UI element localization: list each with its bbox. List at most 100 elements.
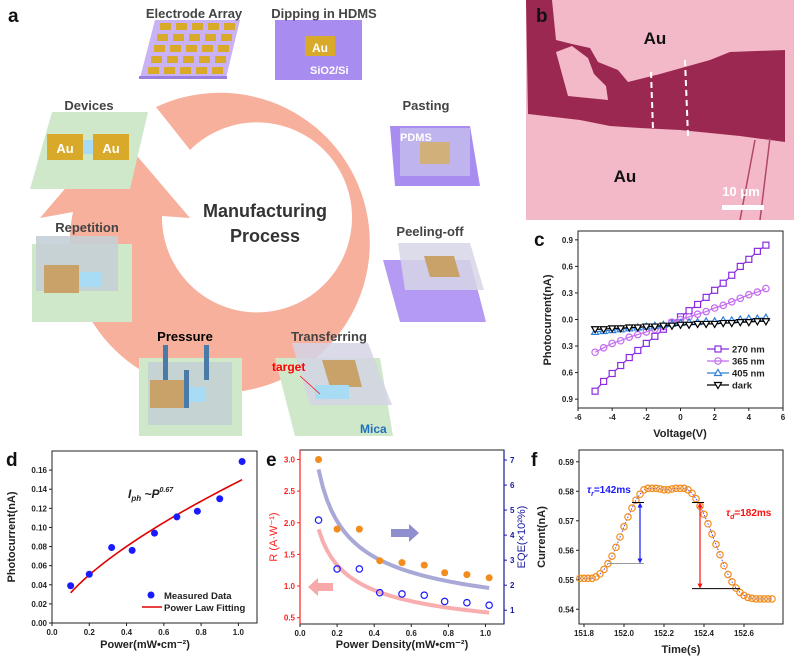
data-point <box>704 519 712 528</box>
substrate-tag: SiO2/Si <box>310 65 349 77</box>
data-point <box>761 318 771 326</box>
fit-curve-right <box>316 468 490 590</box>
data-point <box>590 326 600 334</box>
data-point <box>600 565 608 574</box>
y-axis-title: Current(nA) <box>536 506 548 568</box>
data-point <box>636 490 644 499</box>
chart-c-iv-curves: -6 -4 -2 0 2 4 6 0.9 0.6 0.3 0.0 0.3 0.6 0.9 270 nm365… <box>542 230 786 440</box>
data-point <box>624 513 632 521</box>
data-point-left <box>376 557 384 565</box>
y-tick-label: 0.9 <box>562 395 574 404</box>
data-point <box>727 297 736 306</box>
electrode-pad <box>148 67 159 74</box>
data-point <box>710 320 720 329</box>
data-point-measured <box>85 570 93 578</box>
panel-a-process-diagram: Au SiO2/Si PDMS target Mica <box>8 6 486 436</box>
step-repetition: Repetition <box>55 220 119 235</box>
arrow-head-icon <box>697 502 703 508</box>
data-point <box>740 591 748 600</box>
data-point <box>648 484 656 493</box>
data-point <box>600 377 608 386</box>
data-point <box>724 570 732 579</box>
data-point-left <box>315 455 323 463</box>
legend-label: 270 nm <box>732 345 765 356</box>
x-tick-label: -2 <box>643 413 651 422</box>
data-point <box>651 332 659 340</box>
x-tick-label: -4 <box>609 413 617 422</box>
data-point <box>667 322 677 331</box>
right-y-tick-label: 2 <box>510 581 515 590</box>
data-point-right <box>355 565 364 573</box>
data-point <box>624 324 634 333</box>
data-point <box>768 595 776 603</box>
data-point <box>728 578 736 586</box>
data-point-measured <box>238 458 246 466</box>
data-point <box>608 369 616 378</box>
data-point-left <box>463 571 471 579</box>
y-tick-label: 1.5 <box>284 550 296 559</box>
data-point <box>753 247 761 255</box>
data-point <box>608 552 616 560</box>
arrow-head-icon <box>637 558 643 564</box>
scale-bar <box>722 205 764 210</box>
right-y-tick-label: 7 <box>510 456 515 465</box>
y-tick-label: 0.3 <box>562 289 574 298</box>
x-tick-label: 0.2 <box>84 628 96 637</box>
data-point <box>701 320 711 329</box>
panel-label-d: d <box>6 450 18 471</box>
electrode-pad <box>202 45 213 52</box>
data-point-right <box>485 601 493 610</box>
data-point <box>720 561 728 570</box>
y-tick-label: 0.6 <box>562 369 574 378</box>
y-tick-label: 0.54 <box>558 605 574 614</box>
data-point-left <box>333 525 341 533</box>
step-pressure: Pressure <box>157 329 213 344</box>
left-axis-arrow-icon <box>308 578 333 596</box>
chart-e-responsivity-eqe: 0.0 0.2 0.4 0.6 0.8 1.0 0.5 1.0 1.5 2.0 2.5 3.0 1 2 3 4… <box>268 449 528 651</box>
data-point-right <box>333 565 341 573</box>
data-point-left <box>441 569 449 577</box>
data-point <box>668 485 676 493</box>
electrode-pad <box>170 45 181 52</box>
electrode-pad <box>183 56 194 63</box>
legend-item: dark <box>707 381 753 392</box>
x-axis-title: Power(mW•cm⁻²) <box>100 639 190 651</box>
pasting-illustration: PDMS <box>390 126 480 186</box>
data-point <box>745 290 753 299</box>
data-point <box>764 595 772 603</box>
arrow-head-icon <box>697 583 703 589</box>
data-point <box>675 321 686 330</box>
electrode-pad <box>164 67 175 74</box>
legend-marker <box>713 381 723 390</box>
data-point <box>688 489 696 498</box>
data-point <box>591 348 599 357</box>
annotation-base: I <box>128 487 132 501</box>
y-tick-label: 0.10 <box>31 523 47 532</box>
data-point <box>684 486 692 494</box>
arrow-head-icon <box>637 502 643 508</box>
pressure-illustration <box>139 345 242 436</box>
data-point <box>616 533 624 541</box>
devices-illustration: Au Au <box>30 112 148 189</box>
x-tick-label: 0.0 <box>46 628 58 637</box>
electrode-pad <box>224 23 235 30</box>
data-point <box>640 486 648 494</box>
x-tick-label: 0.0 <box>294 629 306 638</box>
data-point <box>710 304 719 312</box>
legend-marker <box>714 357 722 365</box>
data-point-measured <box>67 582 75 590</box>
data-point <box>719 301 728 310</box>
data-point-measured <box>128 546 136 554</box>
data-point <box>620 522 628 531</box>
data-point <box>684 321 694 330</box>
electrode-pad <box>192 23 203 30</box>
right-axis-arrow-icon <box>391 524 419 542</box>
data-point <box>735 319 745 327</box>
x-tick-label: 1.0 <box>480 629 492 638</box>
peeling-off-illustration <box>383 243 486 322</box>
electrode-pad <box>176 23 187 30</box>
data-point <box>718 319 728 328</box>
data-point <box>591 387 599 395</box>
